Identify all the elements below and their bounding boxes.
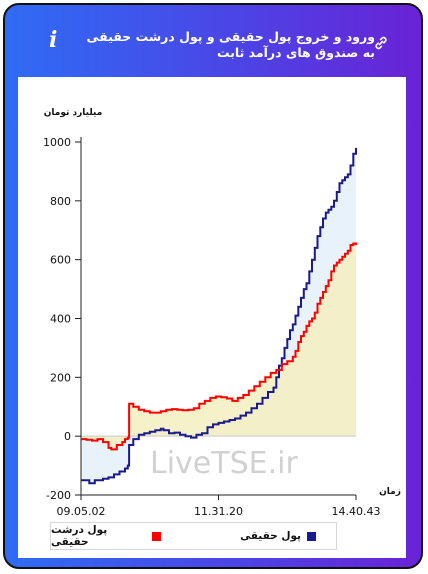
y-tick-label: 0 xyxy=(64,430,71,443)
series-line-2 xyxy=(81,242,357,451)
x-tick-label: 11.31.20 xyxy=(194,505,243,517)
x-tick-label: 09.05.02 xyxy=(57,505,106,517)
chart-title: ورود و خروج پول حقیقی و پول درشت حقیقی ب… xyxy=(86,29,375,60)
info-icon[interactable]: i xyxy=(49,27,58,53)
legend-swatch xyxy=(152,531,161,541)
x-tick-label: 14.40.43 xyxy=(332,505,381,517)
legend-item-big-real-money[interactable]: پول درشت حقیقی xyxy=(51,524,161,548)
y-tick-label: 1000 xyxy=(43,136,71,149)
y-axis-label: میلیارد تومان xyxy=(44,108,103,118)
legend-item-real-money[interactable]: پول حقیقی xyxy=(240,528,316,544)
series-line-1 xyxy=(81,147,357,485)
chart-panel: میلیارد تومان زمان LiveTSE.ir -200 0 200 40… xyxy=(18,77,406,558)
legend-swatch xyxy=(307,531,316,541)
x-axis-label: زمان xyxy=(379,487,401,497)
y-tick-label: 200 xyxy=(50,371,71,384)
card-header: i ورود و خروج پول حقیقی و پول درشت حقیقی… xyxy=(5,5,421,77)
legend-label: پول حقیقی xyxy=(240,530,301,542)
series-area-2 xyxy=(81,243,356,450)
legend-label: پول درشت حقیقی xyxy=(51,524,108,548)
chart-legend: پول حقیقی پول درشت حقیقی xyxy=(50,522,337,550)
link-icon[interactable] xyxy=(373,35,389,51)
y-tick-label: 800 xyxy=(50,195,71,208)
y-tick-label: -200 xyxy=(46,489,71,502)
chart-svg: میلیارد تومان زمان LiveTSE.ir -200 0 200 40… xyxy=(43,108,401,518)
y-tick-label: 600 xyxy=(50,254,71,267)
y-tick-label: 400 xyxy=(50,313,71,326)
watermark: LiveTSE.ir xyxy=(150,446,298,481)
chart-card: i ورود و خروج پول حقیقی و پول درشت حقیقی… xyxy=(3,3,423,569)
